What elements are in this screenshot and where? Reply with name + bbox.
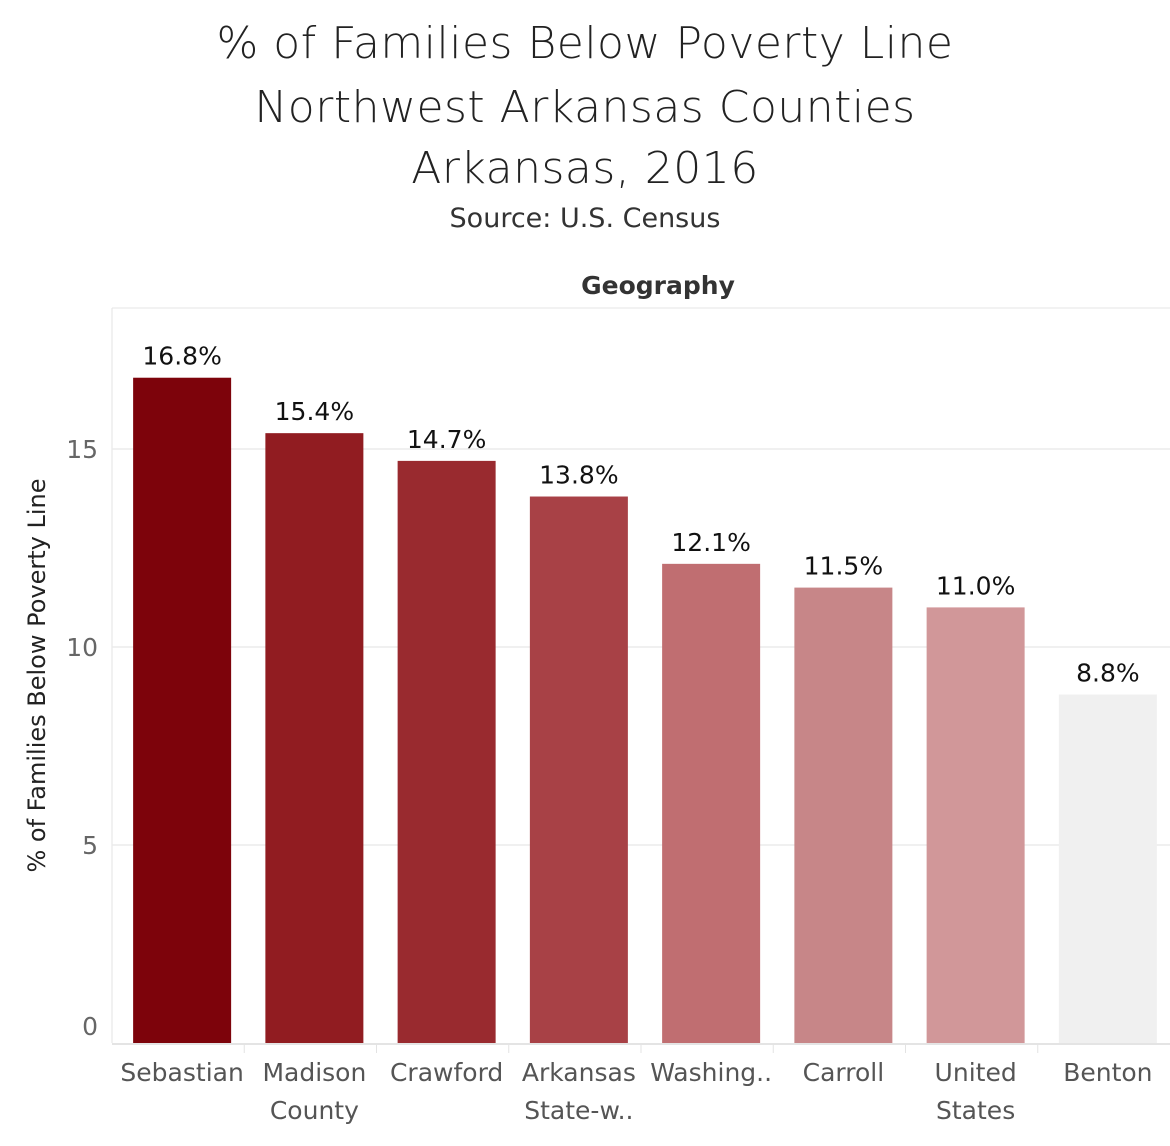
y-tick-label: 0 bbox=[82, 1012, 98, 1041]
bar bbox=[397, 460, 496, 1043]
chart-subtitle-2: Arkansas, 2016 bbox=[411, 143, 759, 194]
data-label: 16.8% bbox=[142, 342, 221, 371]
y-tick-label: 10 bbox=[66, 633, 98, 662]
x-tick-label: Arkansas bbox=[522, 1058, 636, 1087]
x-tick-label: Sebastian bbox=[120, 1058, 243, 1087]
bar bbox=[1058, 694, 1157, 1043]
data-label: 12.1% bbox=[671, 528, 750, 557]
data-label: 8.8% bbox=[1076, 659, 1140, 688]
x-tick-label: Washing.. bbox=[650, 1058, 772, 1087]
bar bbox=[926, 607, 1025, 1043]
chart-source: Source: U.S. Census bbox=[449, 203, 721, 234]
x-tick-label: County bbox=[270, 1096, 359, 1125]
bar bbox=[265, 433, 364, 1043]
column-header: Geography bbox=[581, 271, 735, 300]
x-tick-label: State-w.. bbox=[524, 1096, 633, 1125]
x-tick-label: United bbox=[935, 1058, 1017, 1087]
bar bbox=[133, 377, 232, 1044]
y-tick-label: 5 bbox=[82, 831, 98, 860]
x-tick-label: Carroll bbox=[803, 1058, 885, 1087]
bar bbox=[662, 563, 761, 1043]
y-axis-title: % of Families Below Poverty Line bbox=[23, 478, 51, 872]
data-label: 14.7% bbox=[407, 425, 486, 454]
x-tick-label: Madison bbox=[262, 1058, 366, 1087]
y-tick-label: 15 bbox=[66, 435, 98, 464]
x-tick-label: Benton bbox=[1063, 1058, 1152, 1087]
data-label: 13.8% bbox=[539, 461, 618, 490]
x-tick-label: Crawford bbox=[390, 1058, 503, 1087]
data-label: 11.5% bbox=[804, 552, 883, 581]
x-tick-label: States bbox=[936, 1096, 1015, 1125]
bar bbox=[794, 587, 893, 1043]
bar bbox=[529, 496, 628, 1043]
chart-title: % of Families Below Poverty Line bbox=[216, 18, 954, 69]
chart-subtitle: Northwest Arkansas Counties bbox=[254, 82, 916, 133]
data-label: 11.0% bbox=[936, 571, 1015, 600]
data-label: 15.4% bbox=[275, 397, 354, 426]
